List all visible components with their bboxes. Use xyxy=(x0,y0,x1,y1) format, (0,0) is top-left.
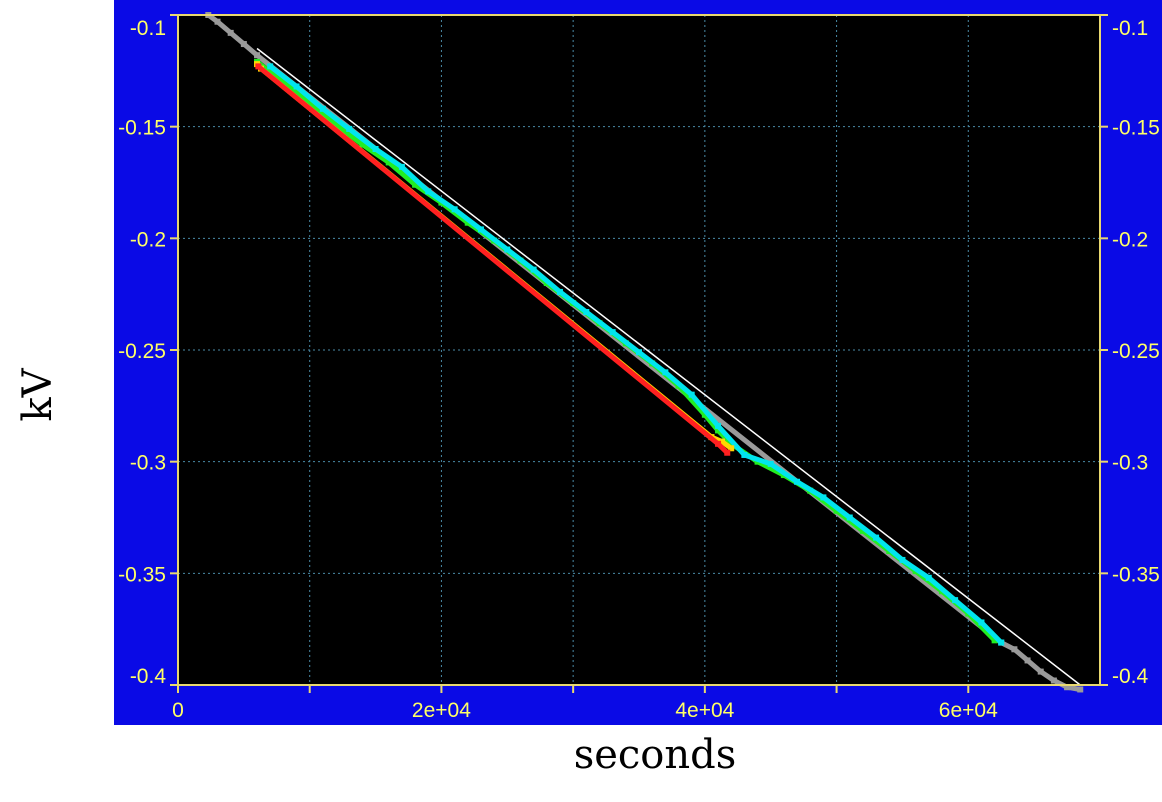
data-point xyxy=(504,246,511,253)
axis-ticks: 0 2e+04 4e+04 6e+04 -0.1 -0.1 -0.15 -0.15 -0.2 -0… xyxy=(118,14,1160,722)
y-tick-label-left: -0.3 xyxy=(130,452,166,475)
data-point xyxy=(319,105,326,112)
y-tick-label-right: -0.25 xyxy=(1112,340,1160,363)
y-tick-label-right: -0.1 xyxy=(1112,17,1148,40)
x-tick-label: 4e+04 xyxy=(675,699,734,722)
y-axis-label: kV xyxy=(15,368,61,422)
data-point xyxy=(556,288,563,295)
data-point xyxy=(991,637,998,644)
data-point xyxy=(662,369,669,376)
fit-line xyxy=(256,47,1081,686)
y-tick-label-right: -0.2 xyxy=(1112,228,1148,251)
data-point xyxy=(1050,677,1057,684)
data-point xyxy=(701,411,708,418)
data-point xyxy=(1064,684,1071,691)
data-point xyxy=(1011,646,1018,653)
fit-line-segment xyxy=(256,47,1081,686)
y-tick-label-left: -0.4 xyxy=(130,665,167,688)
x-tick-label: 0 xyxy=(172,699,184,722)
data-point xyxy=(254,52,261,59)
y-tick-label-left: -0.15 xyxy=(118,117,166,140)
data-point xyxy=(425,188,432,195)
data-point xyxy=(998,639,1005,646)
x-axis-label: seconds xyxy=(573,732,737,778)
data-point xyxy=(925,574,932,581)
data-point xyxy=(715,427,722,434)
data-point xyxy=(859,527,866,534)
y-tick-label-left: -0.2 xyxy=(130,228,166,251)
data-point xyxy=(978,619,985,626)
data-point xyxy=(412,181,419,188)
data-point xyxy=(255,63,262,70)
data-point xyxy=(1037,668,1044,675)
data-point xyxy=(952,597,959,604)
data-point xyxy=(240,41,247,48)
data-point xyxy=(267,63,274,70)
y-tick-label-left: -0.1 xyxy=(130,17,166,40)
data-point xyxy=(899,556,906,563)
y-tick-label-right: -0.15 xyxy=(1112,117,1160,140)
data-point xyxy=(451,206,458,213)
data-point xyxy=(464,219,471,226)
data-point xyxy=(398,163,405,170)
data-point xyxy=(715,440,722,447)
data-point xyxy=(1077,686,1084,693)
y-tick-label-left: -0.35 xyxy=(118,563,166,586)
data-point xyxy=(530,266,537,273)
data-series xyxy=(205,12,1084,693)
data-point xyxy=(846,514,853,521)
data-point xyxy=(333,121,340,128)
data-point xyxy=(688,391,695,398)
data-point xyxy=(346,125,353,132)
data-point xyxy=(609,329,616,336)
data-point xyxy=(385,159,392,166)
data-point xyxy=(794,478,801,485)
data-point xyxy=(820,494,827,501)
x-tick-label: 6e+04 xyxy=(939,699,998,722)
data-point xyxy=(833,507,840,514)
data-point xyxy=(636,349,642,356)
data-point xyxy=(306,99,313,106)
data-point xyxy=(1024,657,1031,664)
data-point xyxy=(741,451,748,458)
data-point xyxy=(873,534,880,541)
y-tick-label-right: -0.35 xyxy=(1112,563,1160,586)
data-point xyxy=(227,29,234,36)
x-tick-label: 2e+04 xyxy=(412,699,471,722)
y-tick-label-left: -0.25 xyxy=(118,340,166,363)
y-tick-label-right: -0.4 xyxy=(1112,665,1149,688)
data-point xyxy=(372,146,379,152)
data-point xyxy=(583,309,590,316)
data-point xyxy=(293,83,300,90)
y-tick-label-right: -0.3 xyxy=(1112,452,1148,475)
data-point xyxy=(280,79,287,85)
data-point xyxy=(767,460,774,467)
data-point xyxy=(728,445,735,452)
data-point xyxy=(477,226,484,233)
data-point xyxy=(715,422,722,429)
data-point xyxy=(214,18,221,25)
data-point xyxy=(359,141,366,148)
data-point xyxy=(718,438,725,445)
data-point xyxy=(724,449,731,456)
